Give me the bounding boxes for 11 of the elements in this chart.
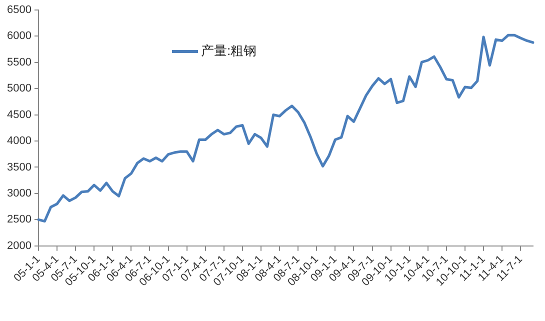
legend-label: 产量:粗钢 — [201, 42, 257, 60]
y-tick-label: 6500 — [6, 4, 32, 16]
y-tick-label: 5000 — [6, 82, 32, 95]
y-tick-label: 4000 — [6, 135, 32, 148]
y-tick-label: 6000 — [6, 30, 32, 42]
y-tick-label: 2000 — [6, 240, 32, 252]
y-tick-label: 5500 — [6, 56, 32, 68]
y-tick-label: 3000 — [6, 187, 32, 200]
y-tick-label: 2500 — [6, 214, 32, 226]
y-tick-label: 4500 — [6, 108, 32, 121]
y-tick-label: 3500 — [6, 161, 32, 174]
